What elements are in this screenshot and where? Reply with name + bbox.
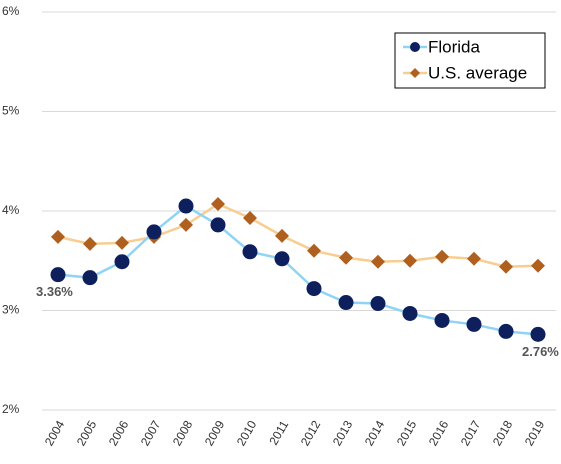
marker	[50, 267, 66, 283]
marker	[370, 296, 386, 312]
marker	[179, 217, 193, 232]
marker	[115, 235, 129, 250]
marker	[114, 254, 130, 270]
y-tick-label: 6%	[2, 4, 20, 18]
data-label: 3.36%	[36, 284, 73, 299]
marker	[499, 259, 513, 274]
x-tick-label: 2018	[490, 418, 516, 448]
marker	[210, 217, 226, 233]
legend-marker	[410, 68, 420, 78]
marker	[146, 224, 162, 240]
marker	[242, 244, 258, 260]
x-tick-label: 2005	[74, 418, 100, 448]
legend-box	[394, 32, 546, 89]
x-tick-label: 2008	[170, 418, 196, 448]
marker	[434, 312, 450, 328]
marker	[211, 197, 225, 212]
marker	[466, 316, 482, 332]
marker	[402, 305, 418, 321]
y-tick-label: 4%	[2, 203, 20, 217]
x-tick-label: 2012	[298, 418, 324, 448]
legend: Florida U.S. average	[394, 32, 546, 89]
marker	[82, 270, 98, 286]
series-line	[57, 204, 539, 336]
marker	[243, 210, 257, 225]
marker	[178, 198, 194, 214]
y-tick-label: 2%	[2, 402, 20, 416]
marker	[403, 253, 417, 268]
legend-label: U.S. average	[428, 63, 527, 82]
x-tick-label: 2019	[522, 418, 548, 448]
marker	[275, 228, 289, 243]
x-tick-label: 2007	[138, 418, 164, 448]
x-tick-label: 2006	[106, 418, 132, 448]
marker	[83, 236, 97, 251]
x-tick-label: 2017	[458, 418, 484, 448]
legend-marker	[410, 42, 420, 52]
x-tick-label: 2011	[266, 418, 291, 448]
x-tick-label: 2015	[394, 418, 420, 448]
marker	[435, 249, 449, 264]
marker	[51, 229, 65, 244]
x-tick-label: 2004	[42, 418, 68, 448]
marker	[307, 243, 321, 258]
series-line	[57, 202, 539, 268]
y-tick-label: 3%	[2, 303, 20, 317]
marker	[531, 258, 545, 273]
marker	[530, 326, 546, 342]
x-tick-label: 2010	[234, 418, 260, 448]
marker	[371, 254, 385, 269]
marker	[274, 251, 290, 267]
marker	[339, 250, 353, 265]
data-label: 2.76%	[522, 344, 559, 359]
marker	[338, 295, 354, 311]
y-tick-label: 5%	[2, 104, 20, 118]
x-tick-label: 2013	[330, 418, 356, 448]
marker	[498, 323, 514, 339]
marker	[467, 251, 481, 266]
x-tick-label: 2014	[362, 418, 388, 448]
legend-label: Florida	[428, 37, 481, 56]
x-tick-label: 2009	[202, 418, 228, 448]
x-tick-label: 2016	[426, 418, 452, 448]
marker	[306, 281, 322, 297]
